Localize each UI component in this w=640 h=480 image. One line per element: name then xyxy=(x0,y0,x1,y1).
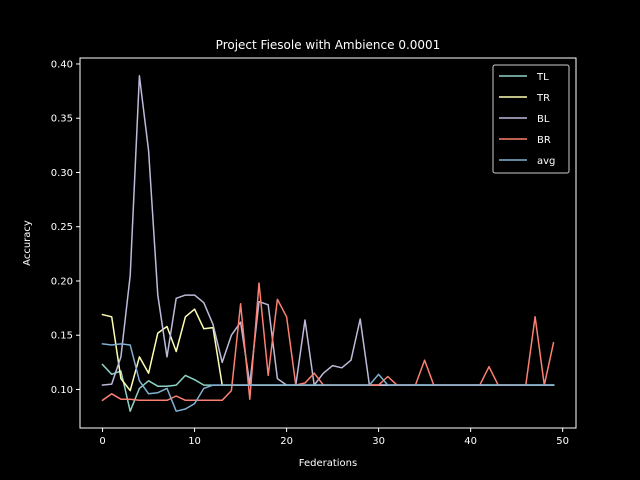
x-tick-label: 20 xyxy=(280,436,293,447)
legend-label-avg: avg xyxy=(537,156,555,167)
y-tick-label: 0.35 xyxy=(51,114,73,125)
x-tick-label: 40 xyxy=(464,436,477,447)
chart-title: Project Fiesole with Ambience 0.0001 xyxy=(216,38,441,52)
y-tick-label: 0.15 xyxy=(51,331,73,342)
y-tick-label: 0.20 xyxy=(51,276,73,287)
x-tick-label: 10 xyxy=(188,436,201,447)
x-tick-label: 50 xyxy=(556,436,569,447)
legend-label-bl: BL xyxy=(537,114,550,125)
legend-box xyxy=(492,64,570,174)
x-tick-label: 0 xyxy=(99,436,105,447)
y-axis: 0.10 0.15 0.20 0.25 0.30 0.35 0.40 xyxy=(51,59,80,396)
legend-label-tr: TR xyxy=(536,93,550,104)
x-tick-label: 30 xyxy=(372,436,385,447)
legend-label-tl: TL xyxy=(536,72,549,83)
x-axis: 0 10 20 30 40 50 xyxy=(99,428,569,447)
legend-label-br: BR xyxy=(537,135,551,146)
plot-area-frame xyxy=(79,57,577,429)
y-tick-label: 0.10 xyxy=(51,385,73,396)
legend: TL TR BL BR avg xyxy=(492,64,570,174)
y-tick-label: 0.30 xyxy=(51,168,73,179)
series-layer xyxy=(101,75,555,412)
x-axis-title: Federations xyxy=(299,458,357,469)
series-line-avg xyxy=(101,343,555,412)
y-tick-label: 0.40 xyxy=(51,59,73,70)
y-axis-title: Accuracy xyxy=(22,220,33,266)
y-tick-label: 0.25 xyxy=(51,222,73,233)
